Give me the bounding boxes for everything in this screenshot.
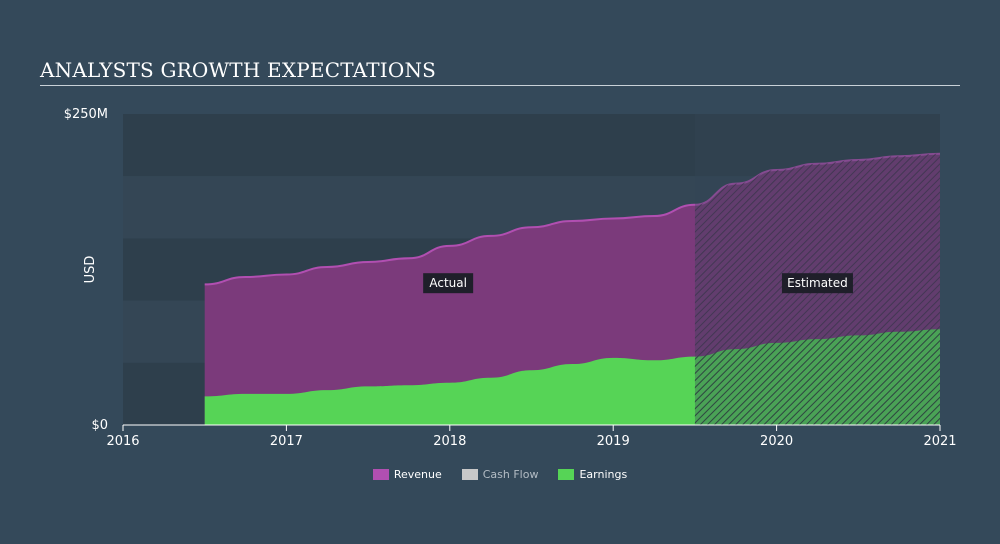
annotation-label: Actual [429,276,467,290]
legend-swatch [558,469,575,480]
chart-title: ANALYSTS GROWTH EXPECTATIONS [40,58,437,82]
legend-label: Revenue [393,468,442,481]
x-tick-label: 2016 [106,434,139,449]
legend-swatch [372,469,389,480]
legend-item-earnings[interactable]: Earnings [558,468,627,481]
x-tick-label: 2017 [270,434,303,449]
legend-item-cash-flow[interactable]: Cash Flow [461,468,539,481]
title-divider [40,85,960,86]
annotation-box [423,273,474,294]
y-tick-label: $250M [64,107,108,122]
legend-label: Cash Flow [482,468,539,481]
annotations: Actual Estimated [423,273,853,294]
annotation-label: Estimated [787,276,848,290]
y-axis-label: USD [83,256,98,284]
legend-item-revenue[interactable]: Revenue [372,468,442,481]
legend: Revenue Cash Flow Earnings [0,468,1000,481]
x-tick-label: 2018 [433,434,466,449]
annotation-box [781,273,853,294]
axes: 2016 2017 2018 2019 2020 2021 $0 $250M USD [64,107,957,449]
earnings-estimated-hatch [694,329,940,425]
y-tick-label: $0 [91,418,108,433]
x-tick-label: 2019 [597,434,630,449]
legend-label: Earnings [579,468,628,481]
x-tick-label: 2021 [923,434,956,449]
legend-swatch [461,469,478,480]
x-tick-label: 2020 [760,434,793,449]
